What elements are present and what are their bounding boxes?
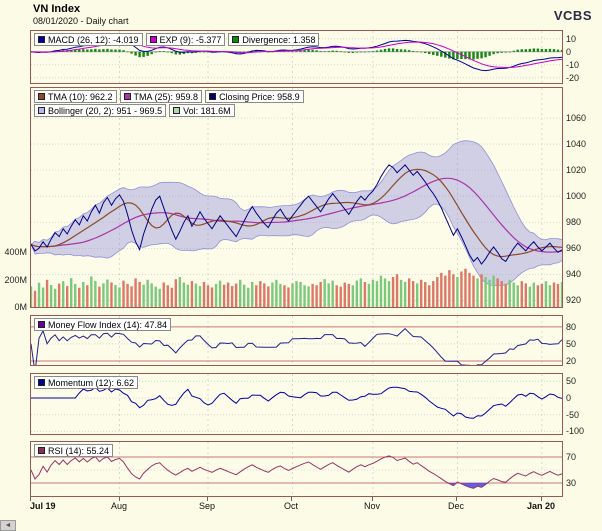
y-tick-label: 960: [566, 243, 582, 253]
tma25-color-swatch: [123, 93, 131, 100]
legend-tma10-label: TMA (10): 962.2: [48, 91, 113, 102]
volume-tick-label: 400M: [4, 247, 27, 257]
x-tick-mark: [372, 497, 373, 501]
y-tick-label: 30: [566, 478, 577, 488]
price-chart: [31, 88, 562, 307]
y-tick-label: 1000: [566, 191, 587, 201]
legend-tma25: TMA (25): 959.8: [119, 90, 203, 103]
page-title: VN Index: [33, 3, 81, 15]
momentum-legend: Momentum (12): 6.62: [34, 376, 139, 389]
x-tick-label: Nov: [363, 501, 381, 511]
x-tick-mark: [456, 497, 457, 501]
tma10-color-swatch: [38, 93, 45, 100]
legend-divergence: Divergence: 1.358: [228, 33, 320, 46]
legend-closing-price-label: Closing Price: 958.9: [219, 91, 300, 102]
close-color-swatch: [209, 93, 217, 100]
mfi-panel: Money Flow Index (14): 47.84: [30, 315, 563, 366]
rsi-panel: RSI (14): 55.24: [30, 441, 563, 497]
y-tick-label: -100: [566, 426, 585, 436]
y-tick-label: -20: [566, 73, 580, 83]
x-tick-label: Jul 19: [30, 501, 56, 511]
legend-divergence-label: Divergence: 1.358: [242, 34, 316, 45]
legend-macd: MACD (26, 12): -4.019: [34, 33, 143, 46]
x-tick-mark: [207, 497, 208, 501]
legend-volume-label: Vol: 181.6M: [183, 105, 231, 116]
price-panel: TMA (10): 962.2 TMA (25): 959.8 Closing …: [30, 87, 563, 308]
legend-bollinger: Bollinger (20, 2): 951 - 969.5: [34, 104, 167, 117]
legend-rsi-label: RSI (14): 55.24: [48, 445, 110, 456]
macd-panel: MACD (26, 12): -4.019 EXP (9): -5.377 Di…: [30, 30, 563, 84]
macd-legend: MACD (26, 12): -4.019 EXP (9): -5.377 Di…: [34, 33, 320, 46]
exp-color-swatch: [149, 36, 157, 43]
rsi-chart: [31, 442, 562, 496]
x-tick-mark: [291, 497, 292, 501]
divergence-color-swatch: [232, 36, 240, 43]
x-tick-mark: [541, 497, 542, 501]
chart-subtitle: 08/01/2020 - Daily chart: [33, 16, 129, 26]
legend-mfi-label: Money Flow Index (14): 47.84: [48, 319, 168, 330]
legend-rsi: RSI (14): 55.24: [34, 444, 114, 457]
y-tick-label: -50: [566, 410, 580, 420]
x-tick-mark: [30, 497, 31, 501]
legend-momentum: Momentum (12): 6.62: [34, 376, 139, 389]
x-tick-label: Aug: [110, 501, 128, 511]
price-legend-row1: TMA (10): 962.2 TMA (25): 959.8 Closing …: [34, 90, 304, 103]
y-tick-label: 10: [566, 34, 577, 44]
x-axis-labels: Jul 19 Aug Sep Oct Nov Dec Jan 20: [0, 501, 602, 513]
x-tick-label: Jan 20: [526, 501, 556, 511]
mfi-color-swatch: [38, 321, 45, 328]
y-tick-label: 920: [566, 295, 582, 305]
volume-color-swatch: [173, 107, 181, 114]
legend-exp: EXP (9): -5.377: [145, 33, 226, 46]
y-tick-label: 20: [566, 356, 577, 366]
mfi-legend: Money Flow Index (14): 47.84: [34, 318, 172, 331]
x-tick-mark: [119, 497, 120, 501]
y-tick-label: 980: [566, 217, 582, 227]
y-tick-label: 940: [566, 269, 582, 279]
legend-bollinger-label: Bollinger (20, 2): 951 - 969.5: [48, 105, 163, 116]
x-tick-label: Dec: [447, 501, 465, 511]
legend-tma25-label: TMA (25): 959.8: [133, 91, 199, 102]
legend-tma10: TMA (10): 962.2: [34, 90, 117, 103]
legend-mfi: Money Flow Index (14): 47.84: [34, 318, 172, 331]
rsi-color-swatch: [38, 447, 45, 454]
legend-exp-label: EXP (9): -5.377: [159, 34, 222, 45]
x-axis-ticks: [0, 497, 602, 501]
price-legend-row2: Bollinger (20, 2): 951 - 969.5 Vol: 181.…: [34, 104, 235, 117]
y-tick-label: 50: [566, 339, 577, 349]
x-tick-label: Sep: [198, 501, 216, 511]
legend-momentum-label: Momentum (12): 6.62: [48, 377, 135, 388]
legend-macd-label: MACD (26, 12): -4.019: [48, 34, 139, 45]
y-tick-label: 0: [566, 47, 572, 57]
scrollbar-stub[interactable]: ◄: [0, 520, 16, 531]
brand-logo: VCBS: [553, 8, 592, 23]
momentum-color-swatch: [38, 379, 45, 386]
scroll-left-icon: ◄: [4, 522, 12, 529]
macd-color-swatch: [38, 36, 45, 43]
y-tick-label: 70: [566, 452, 577, 462]
y-tick-label: 1060: [566, 113, 587, 123]
bollinger-color-swatch: [38, 107, 45, 114]
momentum-panel: Momentum (12): 6.62: [30, 373, 563, 435]
volume-tick-label: 200M: [4, 275, 27, 285]
y-tick-label: 1040: [566, 139, 587, 149]
y-tick-label: 80: [566, 322, 577, 332]
legend-closing-price: Closing Price: 958.9: [205, 90, 304, 103]
y-tick-label: 0: [566, 393, 572, 403]
legend-volume: Vol: 181.6M: [169, 104, 235, 117]
y-tick-label: 1020: [566, 165, 587, 175]
y-tick-label: -10: [566, 60, 580, 70]
volume-tick-label: 0M: [14, 302, 27, 312]
y-tick-label: 50: [566, 376, 577, 386]
x-tick-label: Oct: [283, 501, 299, 511]
rsi-legend: RSI (14): 55.24: [34, 444, 114, 457]
